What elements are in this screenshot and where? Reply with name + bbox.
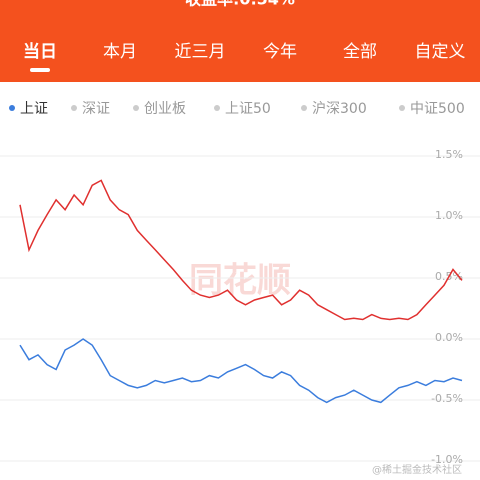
- watermark: 同花顺: [189, 261, 291, 301]
- y-tick-label: 1.5%: [435, 148, 463, 161]
- legend-label[interactable]: 深证: [82, 101, 110, 117]
- tab[interactable]: 自定义: [415, 42, 466, 62]
- legend-dot[interactable]: [133, 105, 139, 111]
- legend-label[interactable]: 创业板: [144, 101, 186, 117]
- series-line: [19, 179, 463, 321]
- y-tick-label: 1.0%: [435, 209, 463, 222]
- legend-dot[interactable]: [9, 105, 15, 111]
- tab[interactable]: 当日: [23, 41, 57, 62]
- legend-dot[interactable]: [399, 105, 405, 111]
- series-line: [19, 338, 463, 404]
- legend-label[interactable]: 上证50: [225, 101, 271, 117]
- tab[interactable]: 全部: [343, 42, 377, 62]
- y-tick-label: -0.5%: [431, 392, 463, 405]
- legend-label[interactable]: 沪深300: [312, 101, 367, 117]
- yield-title: 收益率:0.54%: [185, 0, 295, 9]
- tab-indicator: [30, 68, 50, 72]
- legend-label[interactable]: 中证500: [410, 101, 465, 117]
- tab[interactable]: 近三月: [175, 42, 226, 62]
- legend-label[interactable]: 上证: [20, 101, 48, 117]
- legend-dot[interactable]: [301, 105, 307, 111]
- tab[interactable]: 今年: [263, 42, 297, 62]
- credit: @稀土掘金技术社区: [372, 463, 462, 476]
- content: [0, 82, 480, 480]
- top-bar: [0, 0, 480, 82]
- y-tick-label: 0.0%: [435, 331, 463, 344]
- legend-dot[interactable]: [214, 105, 220, 111]
- tab[interactable]: 本月: [103, 42, 137, 62]
- y-tick-label: -1.0%: [431, 453, 463, 466]
- legend-dot[interactable]: [71, 105, 77, 111]
